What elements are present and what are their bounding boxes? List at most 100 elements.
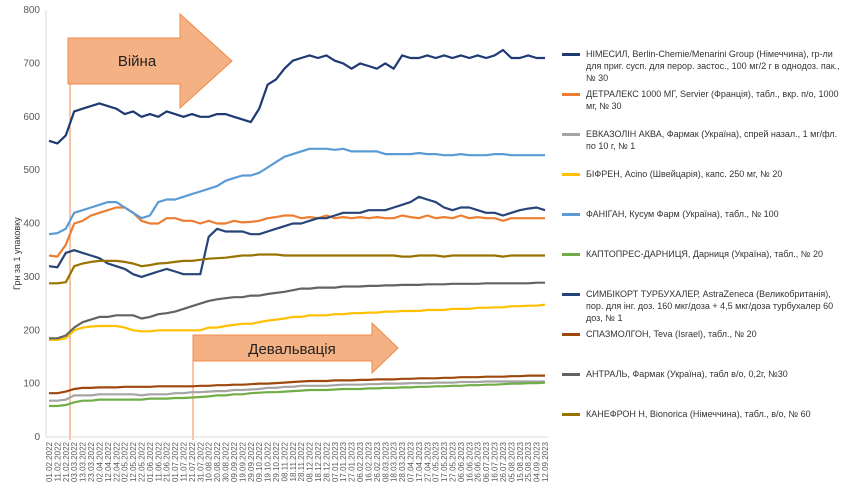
y-tick-label: 100 (23, 379, 40, 390)
x-tick-label: 11.07.2022 (180, 441, 189, 481)
y-tick-label: 800 (23, 5, 40, 16)
y-axis: 0 100 200 300 400 500 600 700 800 (23, 5, 47, 443)
war-arrow (67, 12, 233, 110)
x-tick-label: 28.11.2022 (297, 441, 306, 481)
x-tick-label: 26.07.2023 (499, 441, 508, 482)
x-tick-label: 21.02.2022 (62, 441, 71, 482)
legend-swatch (562, 373, 580, 376)
x-tick-label: 22.04.2022 (112, 441, 121, 482)
devaluation-arrow (192, 321, 399, 375)
legend-label: КАПТОПРЕС-ДАРНИЦЯ, Дарниця (Україна), та… (586, 249, 823, 259)
legend-swatch (562, 213, 580, 216)
y-tick-label: 0 (34, 432, 40, 443)
x-tick-label: 06.02.2023 (356, 441, 365, 482)
x-tick-label: 10.08.2022 (205, 441, 214, 482)
x-tick-label: 31.07.2022 (196, 441, 205, 482)
x-tick-label: 06.07.2023 (482, 441, 491, 482)
x-tick-label: 18.12.2022 (314, 441, 323, 482)
x-tick-label: 25.08.2023 (524, 441, 533, 482)
legend-label: НІМЕСИЛ, Berlin-Chemie/Menarini Group (Н… (586, 49, 840, 83)
x-tick-label: 09.10.2022 (255, 441, 264, 482)
legend-label: ЕВКАЗОЛІН АКВА, Фармак (Україна), спрей … (586, 129, 838, 151)
x-tick-label: 17.04.2023 (415, 441, 424, 482)
x-tick-label: 11.06.2022 (154, 441, 163, 481)
x-tick-label: 18.11.2022 (289, 441, 298, 481)
x-tick-label: 03.03.2022 (70, 441, 79, 482)
x-tick-label: 08.03.2023 (381, 441, 390, 482)
x-tick-label: 06.06.2023 (457, 441, 466, 482)
x-tick-label: 17.01.2023 (339, 441, 348, 482)
x-tick-label: 20.08.2022 (213, 441, 222, 482)
x-tick-label: 28.03.2023 (398, 441, 407, 482)
x-tick-label: 23.03.2022 (87, 441, 96, 482)
series-line-6 (49, 381, 546, 408)
y-tick-label: 500 (23, 165, 40, 176)
x-tick-label: 13.03.2022 (79, 441, 88, 482)
legend-label: АНТРАЛЬ, Фармак (Україна), табл в/о, 0,2… (586, 369, 788, 379)
legend-swatch (562, 133, 580, 136)
x-tick-label: 26.02.2023 (373, 441, 382, 482)
x-tick-label: 07.04.2023 (406, 441, 415, 482)
x-tick-label: 28.12.2022 (322, 441, 331, 482)
y-axis-title: Грн за 1 упаковку (12, 217, 22, 290)
x-tick-label: 09.09.2022 (230, 441, 239, 482)
legend-swatch (562, 413, 580, 416)
legend-swatch (562, 253, 580, 256)
legend-swatch (562, 53, 580, 56)
series-line-5 (48, 147, 545, 236)
x-tick-label: 27.01.2023 (348, 441, 357, 482)
x-tick-label: 12.05.2022 (129, 441, 138, 482)
x-tick-label: 26.06.2023 (474, 441, 483, 482)
legend-label: БІФРЕН, Acino (Швейцарія), капс. 250 мг,… (586, 169, 783, 179)
x-tick-label: 30.08.2022 (222, 441, 231, 482)
x-tick-label: 16.07.2023 (491, 441, 500, 482)
y-tick-label: 400 (23, 219, 40, 230)
x-tick-label: 02.04.2022 (95, 441, 104, 482)
x-tick-label: 21.07.2022 (188, 441, 197, 482)
x-tick-label: 02.05.2022 (121, 441, 130, 482)
legend: НІМЕСИЛ, Berlin-Chemie/Menarini Group (Н… (562, 0, 850, 494)
series-line-7 (48, 195, 546, 278)
x-tick-label: 18.03.2023 (390, 441, 399, 482)
annotation-labels: Війна Девальвація (118, 53, 336, 358)
series-line-1 (48, 48, 545, 145)
x-tick-label: 01.07.2022 (171, 441, 180, 482)
series-line-4 (49, 303, 546, 341)
x-tick-label: 27.04.2023 (423, 441, 432, 482)
x-tick-label: 12.09.2023 (541, 441, 550, 482)
x-axis: 01.02.2022 11.02.2022 21.02.2022 03.03.2022… (45, 436, 550, 482)
x-tick-label: 11.02.2022 (53, 441, 62, 481)
series-line-2 (48, 206, 545, 258)
y-tick-label: 600 (23, 112, 40, 123)
x-tick-label: 07.05.2023 (432, 441, 441, 482)
x-tick-label: 15.08.2023 (516, 441, 525, 482)
x-tick-label: 04.09.2023 (533, 441, 542, 482)
series-line-10 (49, 253, 545, 285)
x-tick-label: 29.10.2022 (272, 441, 281, 482)
y-tick-label: 300 (23, 272, 40, 283)
x-tick-label: 01.02.2022 (45, 441, 54, 482)
x-tick-label: 22.05.2022 (137, 441, 146, 482)
legend-swatch (562, 173, 580, 176)
legend-label: КАНЕФРОН Н, Bionorica (Німеччина), табл.… (586, 409, 811, 419)
legend-label: ФАНІГАН, Кусум Фарм (Україна), табл., № … (586, 209, 779, 219)
x-tick-label: 08.12.2022 (306, 441, 315, 482)
legend-label: СИМБІКОРТ ТУРБУХАЛЕР, AstraZeneca (Велик… (586, 289, 834, 323)
x-tick-label: 27.05.2023 (449, 441, 458, 482)
x-tick-label: 16.02.2023 (364, 441, 373, 482)
x-tick-label: 01.06.2022 (146, 441, 155, 482)
series-line-9 (49, 281, 545, 340)
legend-swatch (562, 293, 580, 296)
x-tick-label: 07.01.2023 (331, 441, 340, 482)
x-tick-label: 17.05.2023 (440, 441, 449, 482)
x-tick-label: 19.10.2022 (264, 441, 273, 482)
annotation-arrows (67, 12, 399, 440)
legend-label: ДЕТРАЛЕКС 1000 МГ, Servier (Франція), та… (586, 89, 839, 111)
y-tick-label: 700 (23, 58, 40, 69)
x-tick-label: 19.09.2022 (238, 441, 247, 482)
y-tick-label: 200 (23, 325, 40, 336)
series-line-8 (49, 374, 545, 395)
x-tick-label: 16.06.2023 (465, 441, 474, 482)
war-label: Війна (118, 53, 157, 70)
